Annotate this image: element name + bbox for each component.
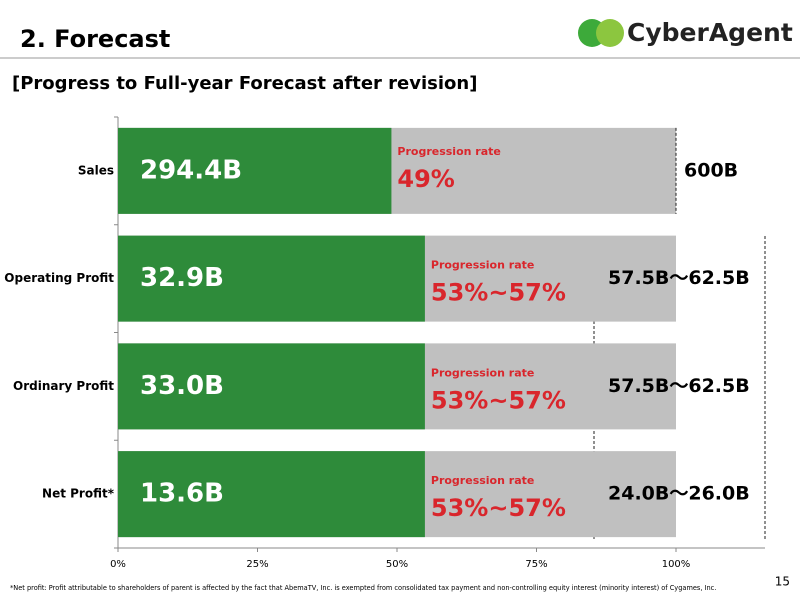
bar: [118, 451, 425, 538]
x-tick-label: 25%: [246, 559, 268, 570]
forecast-label: 600B: [684, 159, 738, 181]
amount-label: 33.0B: [140, 371, 224, 401]
forecast-label: 57.5B～62.5B: [608, 267, 750, 289]
amount-label: 294.4B: [140, 155, 242, 185]
x-tick-label: 0%: [110, 559, 126, 570]
x-tick-label: 75%: [525, 559, 547, 570]
amount-label: 13.6B: [140, 479, 224, 509]
rate-title: Progression rate: [397, 145, 500, 158]
category-label: Net Profit*: [42, 487, 115, 501]
category-label: Ordinary Profit: [13, 379, 114, 393]
rate-label: 53%~57%: [431, 386, 566, 414]
x-tick-label: 100%: [662, 559, 691, 570]
logo-mark: [596, 19, 624, 47]
chart-title: [Progress to Full-year Forecast after re…: [12, 73, 477, 94]
page-number: 15: [775, 575, 790, 589]
bar: [118, 235, 425, 322]
bar: [118, 127, 392, 214]
x-tick-label: 50%: [386, 559, 408, 570]
rate-title: Progression rate: [431, 474, 534, 487]
forecast-label: 24.0B～26.0B: [608, 483, 750, 505]
rate-label: 53%~57%: [431, 279, 566, 307]
rate-label: 49%: [397, 165, 454, 193]
logo: CyberAgent: [578, 18, 793, 47]
footnote: *Net profit: Profit attributable to shar…: [10, 584, 716, 592]
category-label: Sales: [78, 163, 114, 177]
category-label: Operating Profit: [4, 271, 114, 285]
logo-text: CyberAgent: [627, 18, 793, 47]
rate-label: 53%~57%: [431, 494, 566, 522]
slide-title: 2. Forecast: [20, 25, 170, 53]
bar: [118, 343, 425, 430]
forecast-label: 57.5B～62.5B: [608, 375, 750, 397]
amount-label: 32.9B: [140, 263, 224, 293]
rate-title: Progression rate: [431, 259, 534, 272]
rate-title: Progression rate: [431, 366, 534, 379]
